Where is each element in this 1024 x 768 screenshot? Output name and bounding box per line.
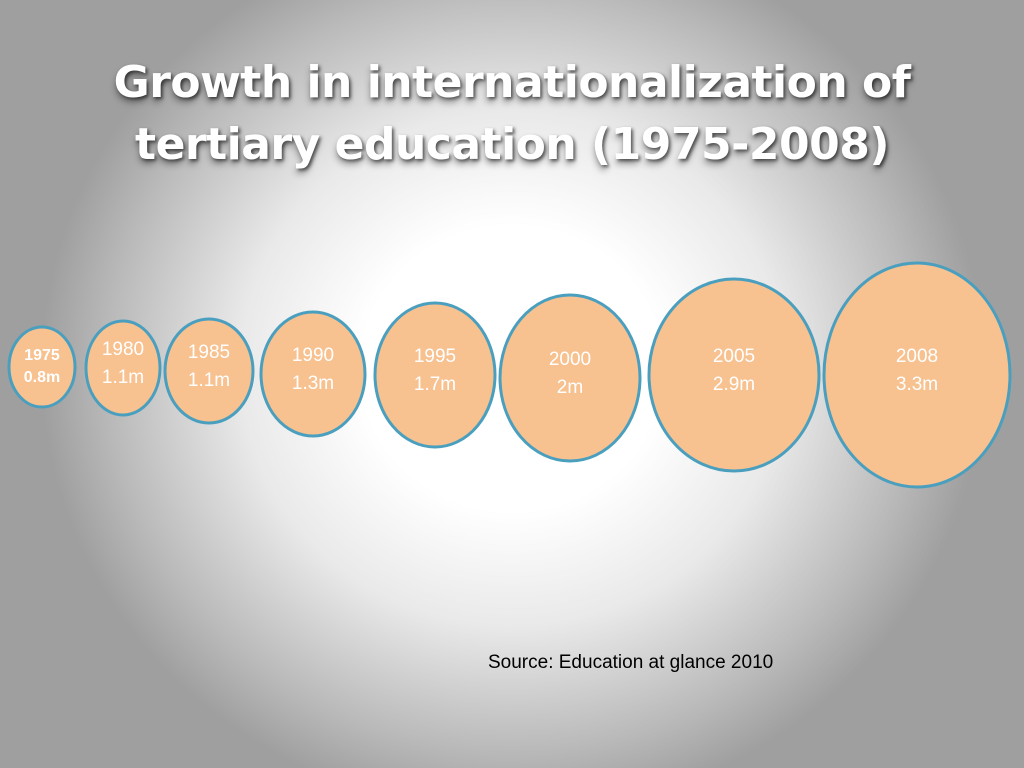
- title-line-1: Growth in internationalization of: [113, 57, 911, 108]
- bubble-value-label: 1.7m: [414, 374, 456, 395]
- bubble-shape-2008: [822, 261, 1012, 489]
- bubble-2005: 2005 2.9m: [647, 277, 821, 473]
- bubble-shape-2005: [647, 277, 821, 473]
- title-line-2: tertiary education (1975-2008): [135, 119, 889, 170]
- bubble-year-label: 2005: [713, 346, 755, 367]
- bubble-year-label: 2000: [549, 349, 591, 370]
- bubble-year-label: 1985: [188, 342, 230, 363]
- bubble-1985: 1985 1.1m: [163, 317, 255, 425]
- bubble-shape-2000: [498, 293, 642, 463]
- slide-title: Growth in internationalization of tertia…: [0, 52, 1024, 176]
- bubble-year-label: 1980: [102, 339, 144, 360]
- bubble-1990: 1990 1.3m: [259, 310, 367, 438]
- bubble-value-label: 3.3m: [896, 374, 938, 395]
- bubble-1995: 1995 1.7m: [373, 301, 497, 449]
- bubble-year-label: 1975: [24, 347, 60, 364]
- bubble-shape-1990: [259, 310, 367, 438]
- bubble-shape-1985: [163, 317, 255, 425]
- bubble-1980: 1980 1.1m: [84, 319, 162, 417]
- bubble-value-label: 0.8m: [24, 369, 60, 386]
- bubble-shape-1980: [84, 319, 162, 417]
- bubble-1975: 1975 0.8m: [7, 325, 77, 409]
- bubble-year-label: 1990: [292, 345, 334, 366]
- bubble-value-label: 1.3m: [292, 373, 334, 394]
- source-note: Source: Education at glance 2010: [488, 652, 774, 673]
- bubble-shape-1995: [373, 301, 497, 449]
- bubble-2000: 2000 2m: [498, 293, 642, 463]
- bubble-value-label: 1.1m: [102, 367, 144, 388]
- bubble-year-label: 2008: [896, 346, 938, 367]
- bubble-shape-1975: [7, 325, 77, 409]
- bubble-value-label: 1.1m: [188, 370, 230, 391]
- bubble-2008: 2008 3.3m: [822, 261, 1012, 489]
- bubble-value-label: 2.9m: [713, 374, 755, 395]
- bubble-value-label: 2m: [557, 377, 583, 398]
- bubble-year-label: 1995: [414, 346, 456, 367]
